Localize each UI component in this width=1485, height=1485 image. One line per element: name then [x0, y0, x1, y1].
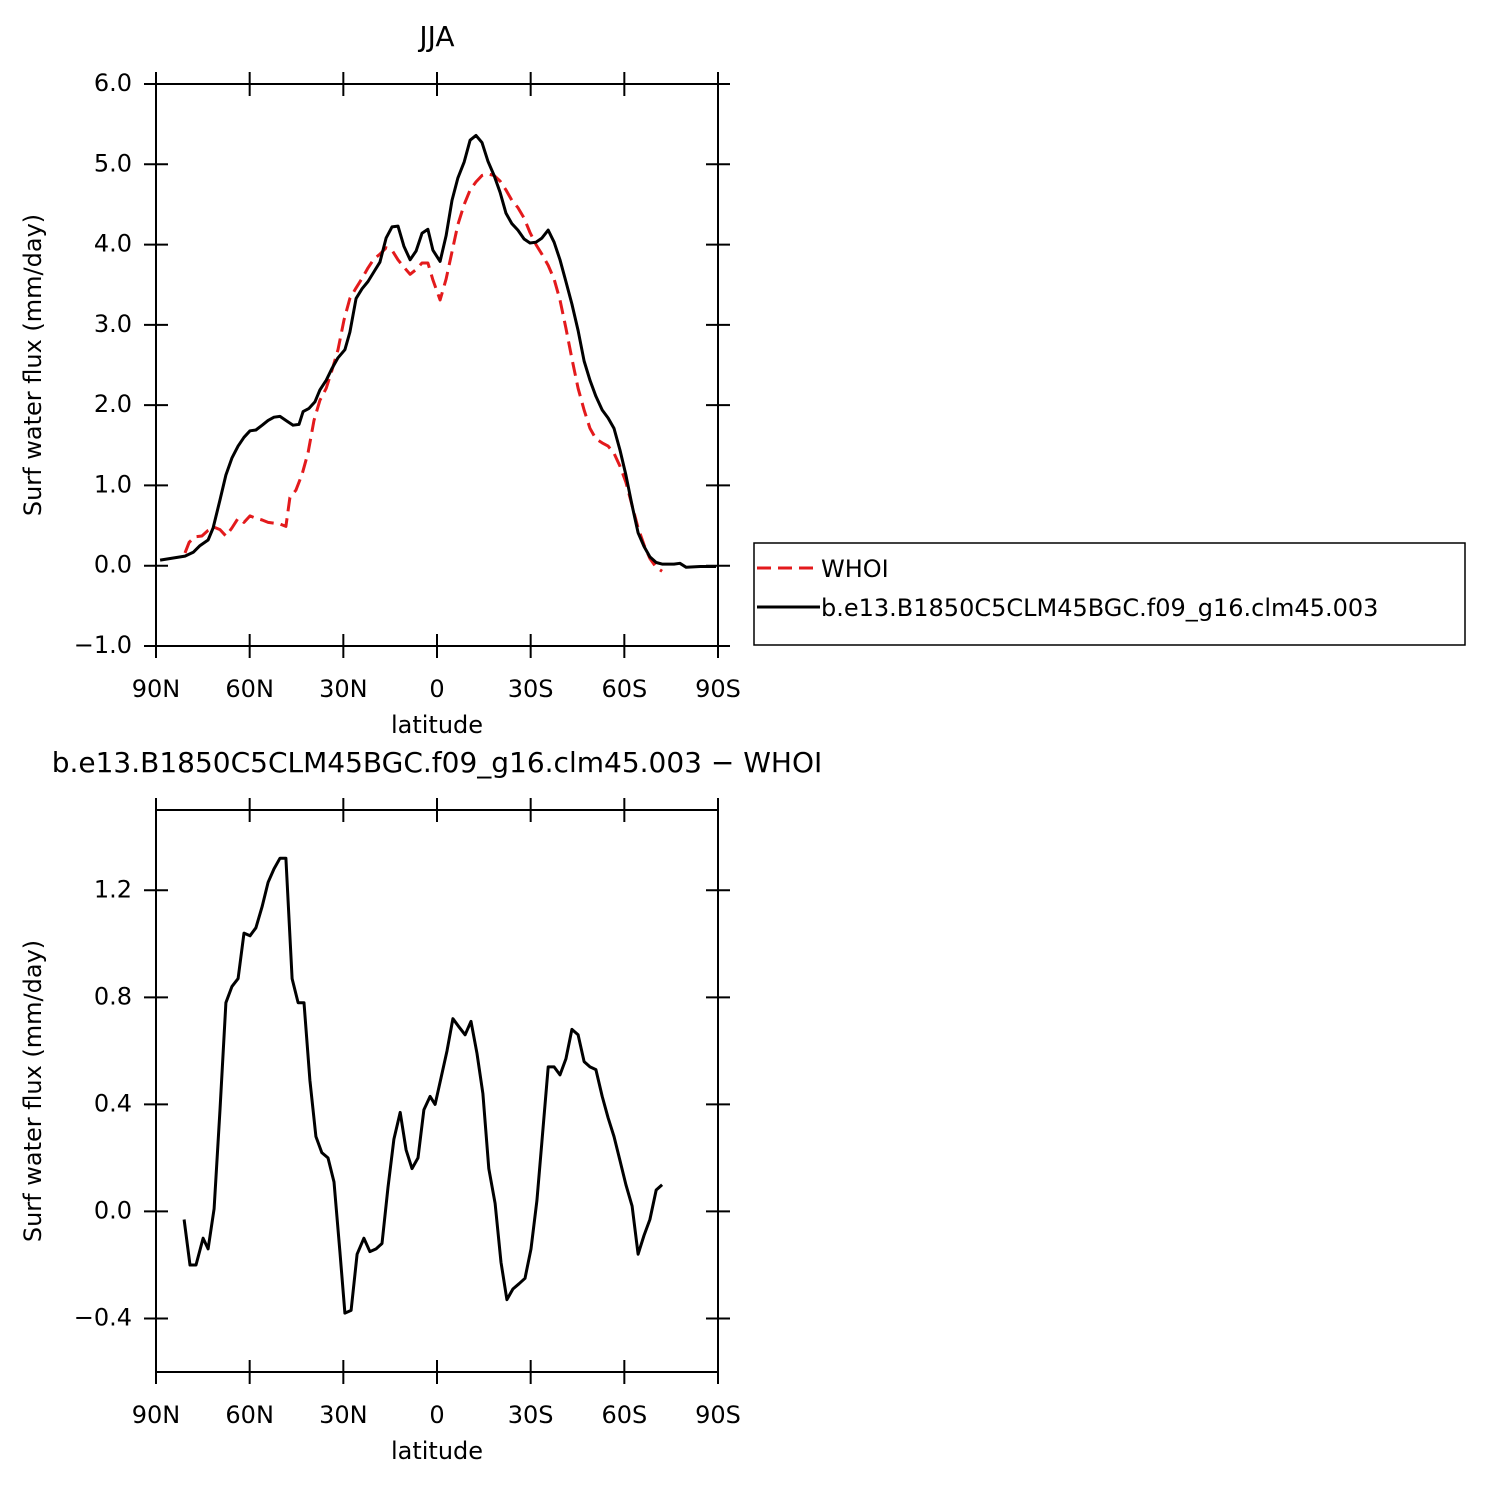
y-tick-label: 5.0 [94, 149, 132, 177]
y-tick-label: 0.0 [94, 551, 132, 579]
x-tick-label: 30S [508, 1401, 554, 1429]
legend-label: b.e13.B1850C5CLM45BGC.f09_g16.clm45.003 [821, 594, 1378, 622]
x-tick-label: 0 [429, 675, 444, 703]
x-tick-label: 90S [695, 1401, 741, 1429]
y-axis-label: Surf water flux (mm/day) [19, 940, 47, 1242]
chart-title: JJA [417, 20, 454, 53]
y-tick-label: −0.4 [74, 1303, 132, 1331]
y-tick-label: 4.0 [94, 230, 132, 258]
plot-frame [155, 809, 719, 1373]
x-axis-label: latitude [391, 711, 483, 739]
y-axis-label: Surf water flux (mm/day) [19, 214, 47, 516]
x-tick-label: 30S [508, 675, 554, 703]
y-tick-label: 2.0 [94, 390, 132, 418]
x-tick-label: 30N [319, 675, 368, 703]
data-line [159, 133, 717, 569]
y-tick-label: 1.2 [94, 875, 132, 903]
legend-box [753, 542, 1466, 646]
y-tick-label: 1.0 [94, 470, 132, 498]
x-tick-label: 60S [601, 1401, 647, 1429]
x-tick-label: 90N [132, 675, 181, 703]
y-tick-label: −1.0 [74, 631, 132, 659]
x-tick-label: 30N [319, 1401, 368, 1429]
x-tick-label: 60S [601, 675, 647, 703]
plot-frame [155, 83, 719, 647]
x-tick-label: 60N [225, 675, 274, 703]
data-line [183, 172, 663, 573]
x-axis-label: latitude [391, 1437, 483, 1465]
chart-title: b.e13.B1850C5CLM45BGC.f09_g16.clm45.003 … [52, 746, 823, 779]
data-line [182, 856, 664, 1315]
y-tick-label: 0.8 [94, 982, 132, 1010]
x-tick-label: 60N [225, 1401, 274, 1429]
legend-label: WHOI [821, 555, 889, 583]
y-tick-label: 6.0 [94, 69, 132, 97]
y-tick-label: 3.0 [94, 310, 132, 338]
x-tick-label: 90N [132, 1401, 181, 1429]
x-tick-label: 0 [429, 1401, 444, 1429]
y-tick-label: 0.0 [94, 1196, 132, 1224]
x-tick-label: 90S [695, 675, 741, 703]
y-tick-label: 0.4 [94, 1089, 132, 1117]
